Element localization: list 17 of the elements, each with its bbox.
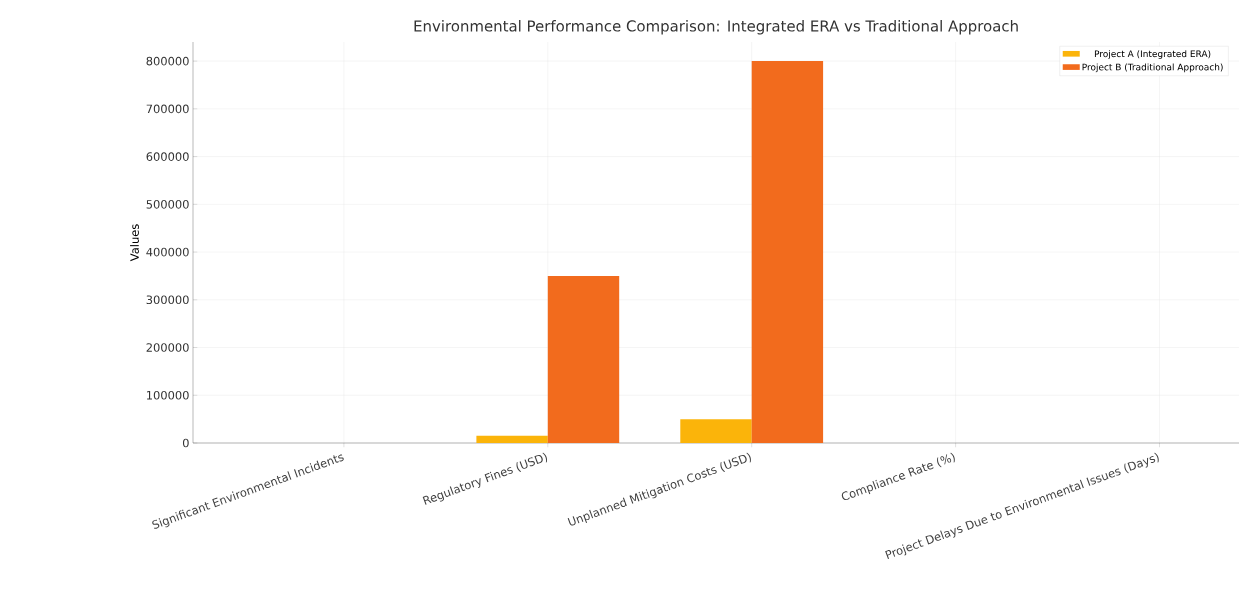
legend-label: Project A (Integrated ERA): [1094, 50, 1211, 59]
y-tick-label: 400000: [146, 247, 189, 257]
y-tick-label: 0: [182, 438, 189, 448]
y-tick-label: 300000: [146, 295, 189, 305]
bar: [547, 275, 620, 443]
y-tick-label: 100000: [147, 390, 189, 400]
legend-label: Project B (Traditional Approach): [1082, 63, 1223, 73]
y-tick-label: 800000: [146, 56, 189, 66]
y-tick-label: 200000: [146, 343, 189, 352]
chart-title: Environmental Performance Comparison: Integrated ERA vs Traditional Approach: [414, 20, 1018, 35]
bar: [476, 435, 548, 443]
bar: [751, 61, 824, 443]
bar: [680, 419, 752, 443]
y-tick-label: 500000: [146, 199, 189, 209]
y-axis-title: Values: [130, 224, 139, 262]
y-tick-label: 700000: [146, 104, 189, 114]
y-tick-label: 600000: [146, 152, 189, 161]
